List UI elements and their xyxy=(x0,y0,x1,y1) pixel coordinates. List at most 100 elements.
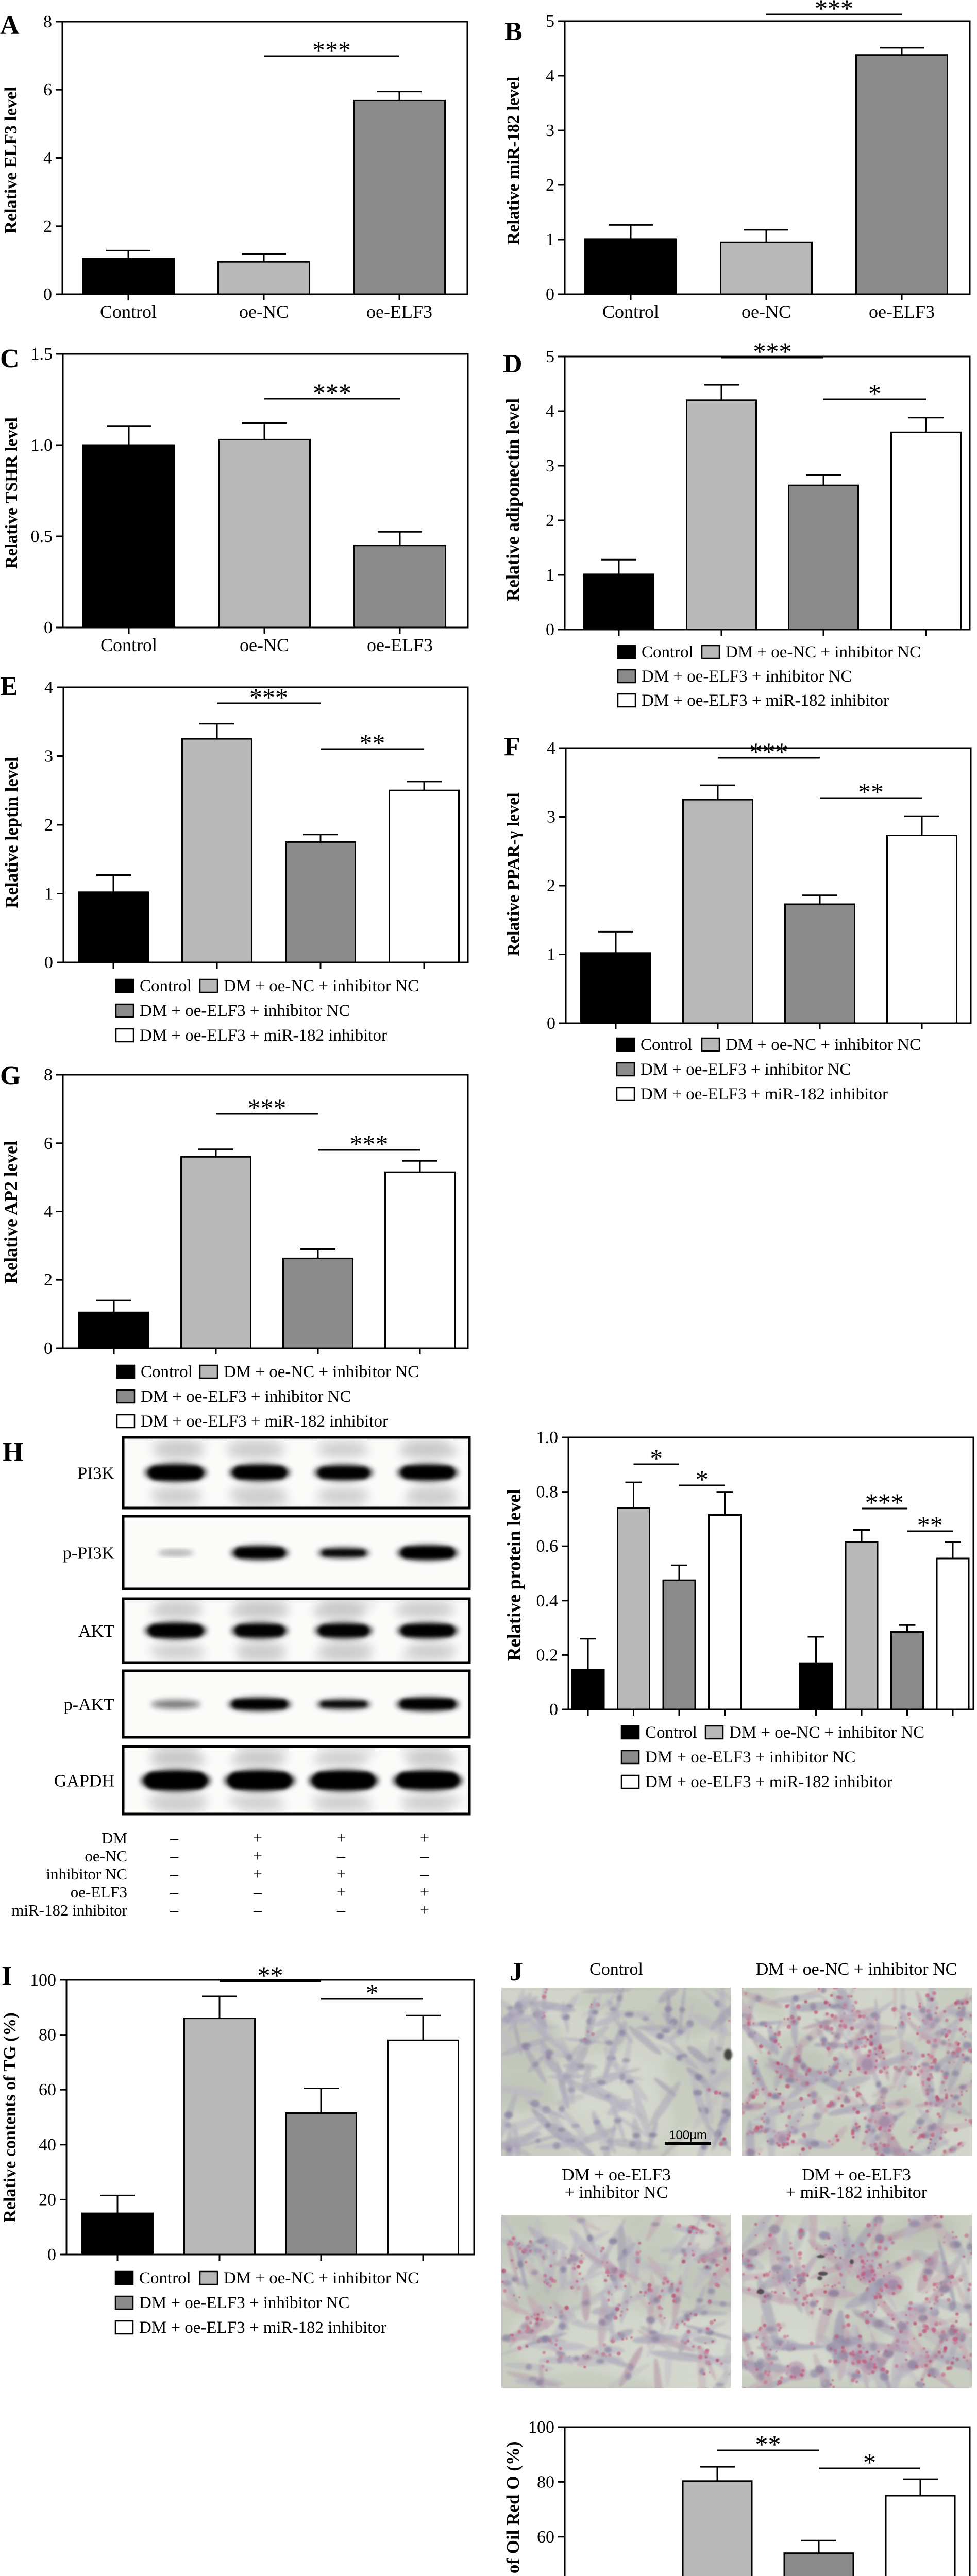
svg-text:DM: DM xyxy=(102,1829,127,1847)
svg-text:***: *** xyxy=(750,737,788,766)
svg-text:+: + xyxy=(253,1846,262,1865)
svg-text:–: – xyxy=(170,1901,179,1919)
svg-text:3: 3 xyxy=(546,121,554,140)
svg-text:+: + xyxy=(336,1883,346,1901)
svg-text:DM + oe-NC + inhibitor NC: DM + oe-NC + inhibitor NC xyxy=(756,1960,957,1979)
svg-text:0.8: 0.8 xyxy=(536,1483,559,1502)
svg-text:GAPDH: GAPDH xyxy=(54,1772,114,1791)
svg-text:100: 100 xyxy=(528,2418,554,2437)
svg-text:B: B xyxy=(504,17,523,46)
svg-text:5: 5 xyxy=(546,12,554,31)
svg-text:**: ** xyxy=(755,2430,781,2459)
svg-text:Control: Control xyxy=(141,1363,193,1381)
svg-text:0: 0 xyxy=(44,953,53,972)
svg-text:0.6: 0.6 xyxy=(536,1537,559,1556)
svg-text:*: * xyxy=(696,1465,709,1494)
svg-text:–: – xyxy=(170,1828,179,1847)
svg-text:E: E xyxy=(0,672,18,701)
svg-text:+: + xyxy=(420,1901,429,1919)
svg-text:Relative AP2 level: Relative AP2 level xyxy=(1,1141,21,1284)
svg-text:3: 3 xyxy=(546,456,554,476)
svg-text:40: 40 xyxy=(39,2136,56,2155)
svg-text:*: * xyxy=(366,1978,379,2007)
svg-text:–: – xyxy=(420,1846,429,1865)
svg-text:DM + oe-NC + inhibitor NC: DM + oe-NC + inhibitor NC xyxy=(726,643,921,662)
svg-text:100µm: 100µm xyxy=(669,2128,707,2142)
svg-text:8: 8 xyxy=(43,12,52,31)
svg-text:60: 60 xyxy=(39,2080,56,2099)
svg-text:DM + oe-ELF3 + inhibitor NC: DM + oe-ELF3 + inhibitor NC xyxy=(642,667,852,686)
svg-text:+: + xyxy=(336,1828,346,1847)
svg-text:2: 2 xyxy=(43,217,52,236)
svg-text:DM + oe-ELF3 + inhibitor NC: DM + oe-ELF3 + inhibitor NC xyxy=(140,1002,350,1020)
svg-text:80: 80 xyxy=(537,2472,554,2492)
svg-text:DM + oe-NC + inhibitor NC: DM + oe-NC + inhibitor NC xyxy=(224,2269,419,2287)
svg-text:J: J xyxy=(510,1957,523,1987)
svg-text:3: 3 xyxy=(44,747,53,766)
svg-text:DM + oe-NC + inhibitor NC: DM + oe-NC + inhibitor NC xyxy=(224,977,419,995)
svg-text:DM + oe-ELF3 + inhibitor NC: DM + oe-ELF3 + inhibitor NC xyxy=(641,1060,851,1079)
svg-text:2: 2 xyxy=(547,876,555,895)
svg-text:oe-ELF3: oe-ELF3 xyxy=(869,301,935,322)
svg-text:4: 4 xyxy=(547,739,555,758)
svg-text:oe-ELF3: oe-ELF3 xyxy=(366,301,432,322)
svg-text:***: *** xyxy=(865,1488,904,1517)
svg-text:60: 60 xyxy=(537,2528,554,2547)
svg-text:***: *** xyxy=(312,36,351,64)
svg-text:6: 6 xyxy=(44,1134,53,1153)
svg-text:**: ** xyxy=(360,728,385,757)
svg-text:DM + oe-ELF3 + miR-182 inhibit: DM + oe-ELF3 + miR-182 inhibitor xyxy=(645,1773,892,1791)
svg-text:2: 2 xyxy=(44,1270,53,1290)
svg-text:**: ** xyxy=(258,1961,283,1990)
svg-text:20: 20 xyxy=(39,2190,56,2209)
svg-text:H: H xyxy=(3,1437,23,1467)
svg-text:DM + oe-ELF3 + inhibitor NC: DM + oe-ELF3 + inhibitor NC xyxy=(141,1387,351,1406)
svg-text:AKT: AKT xyxy=(78,1622,114,1641)
svg-text:+: + xyxy=(420,1883,429,1901)
svg-text:–: – xyxy=(336,1901,346,1919)
svg-text:PI3K: PI3K xyxy=(77,1464,114,1483)
svg-text:0: 0 xyxy=(547,1014,555,1033)
svg-text:inhibitor NC: inhibitor NC xyxy=(46,1865,127,1883)
svg-text:1: 1 xyxy=(546,566,554,585)
svg-text:4: 4 xyxy=(546,402,554,421)
svg-text:Relative leptin level: Relative leptin level xyxy=(2,757,22,908)
svg-text:100: 100 xyxy=(30,1971,56,1990)
svg-text:+: + xyxy=(420,1828,429,1847)
svg-text:–: – xyxy=(420,1865,429,1883)
svg-text:0.5: 0.5 xyxy=(31,527,53,546)
svg-text:–: – xyxy=(336,1846,346,1865)
svg-text:*: * xyxy=(650,1444,663,1472)
svg-text:*: * xyxy=(863,2448,876,2477)
svg-text:Relative protein level: Relative protein level xyxy=(504,1489,525,1661)
svg-text:DM + oe-ELF3 + inhibitor NC: DM + oe-ELF3 + inhibitor NC xyxy=(139,2294,349,2312)
svg-text:p-AKT: p-AKT xyxy=(64,1696,114,1715)
svg-text:1: 1 xyxy=(547,945,555,964)
svg-text:2: 2 xyxy=(546,176,554,195)
svg-text:0: 0 xyxy=(546,285,554,304)
svg-text:1: 1 xyxy=(546,230,554,249)
svg-text:Control: Control xyxy=(642,643,694,662)
svg-text:DM + oe-ELF3 + miR-182 inhibit: DM + oe-ELF3 + miR-182 inhibitor xyxy=(141,1412,388,1431)
svg-text:2: 2 xyxy=(546,511,554,530)
svg-text:p-PI3K: p-PI3K xyxy=(63,1544,115,1563)
svg-text:DM + oe-ELF3: DM + oe-ELF3 xyxy=(802,2165,911,2184)
svg-text:Relative contents of TG (%): Relative contents of TG (%) xyxy=(1,2012,20,2222)
svg-text:1.0: 1.0 xyxy=(536,1428,559,1447)
svg-text:Control: Control xyxy=(100,301,157,322)
svg-text:***: *** xyxy=(753,337,792,366)
svg-text:0: 0 xyxy=(44,618,53,637)
svg-text:+: + xyxy=(336,1865,346,1883)
svg-text:6: 6 xyxy=(43,80,52,99)
svg-text:oe-ELF3: oe-ELF3 xyxy=(71,1883,127,1901)
svg-text:oe-NC: oe-NC xyxy=(742,301,791,322)
svg-text:DM + oe-ELF3 + miR-182 inhibit: DM + oe-ELF3 + miR-182 inhibitor xyxy=(140,1026,387,1045)
svg-text:1: 1 xyxy=(44,885,53,904)
svg-text:–: – xyxy=(253,1901,262,1919)
svg-text:Relative ELF3 level: Relative ELF3 level xyxy=(2,87,21,233)
svg-text:DM + oe-ELF3 + miR-182 inhibit: DM + oe-ELF3 + miR-182 inhibitor xyxy=(641,1085,888,1104)
svg-text:Relative TSHR level: Relative TSHR level xyxy=(2,417,21,569)
svg-text:4: 4 xyxy=(44,1202,53,1222)
svg-text:D: D xyxy=(503,349,523,379)
svg-text:***: *** xyxy=(350,1129,389,1158)
